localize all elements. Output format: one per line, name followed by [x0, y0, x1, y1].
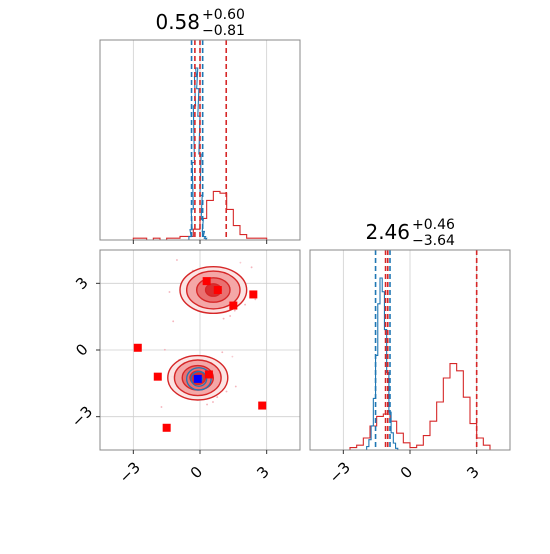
sample-dot	[160, 406, 163, 408]
titles: 0.58 +0.60−0.81 2.46 +0.46−3.64	[155, 7, 455, 249]
sample-dot	[244, 303, 246, 306]
title-value: 0.58	[155, 10, 200, 34]
title-param1: 0.58 +0.60−0.81	[155, 7, 244, 39]
sample-dot	[234, 385, 237, 388]
hist-param2-blue	[364, 277, 400, 451]
x-tick-label: 3	[253, 463, 272, 482]
x-tick-label: 0	[187, 463, 206, 482]
title-minus: −3.64	[412, 233, 455, 249]
title-minus: −0.81	[202, 23, 245, 39]
hist-param1-blue	[186, 67, 208, 241]
red-square-point	[229, 301, 238, 310]
red-square-point	[213, 286, 222, 294]
sample-dot	[163, 348, 166, 351]
title-value: 2.46	[365, 220, 410, 244]
hist-param2-red	[343, 363, 491, 451]
red-square-point	[153, 372, 162, 381]
sample-dot	[225, 390, 228, 393]
hist-param2-panel: −3 0 3	[309, 249, 511, 487]
y-tick-label: 3	[72, 274, 91, 293]
sample-dot	[254, 298, 257, 301]
sample-dot	[206, 403, 208, 406]
sample-dot	[250, 266, 253, 269]
y-tick-label: 0	[72, 340, 91, 359]
sample-dot	[212, 401, 214, 403]
x-tick-label: −3	[116, 458, 144, 486]
red-square-point	[162, 423, 171, 432]
sample-dot	[231, 355, 234, 358]
sample-dot	[222, 317, 225, 320]
blue-contour	[186, 367, 212, 391]
red-square-point	[258, 401, 267, 410]
title-param2: 2.46 +0.46−3.64	[365, 217, 455, 249]
sample-dot	[239, 261, 242, 264]
red-square-point	[249, 290, 258, 299]
x-tick-label: 3	[463, 463, 482, 482]
title-plus: +0.46	[412, 217, 455, 233]
title-plus: +0.60	[202, 7, 245, 23]
x-tick-label: −3	[326, 458, 354, 486]
sample-dot	[221, 351, 224, 354]
red-square-point	[133, 343, 142, 352]
blue-contour	[190, 370, 208, 387]
sample-dot	[168, 291, 171, 293]
sample-dot	[233, 309, 236, 312]
sample-dot	[229, 315, 232, 317]
red-square-point	[202, 277, 211, 286]
x-tick-label: 0	[397, 463, 416, 482]
hist-param1-panel	[99, 39, 301, 244]
y-tick-label: −3	[68, 402, 96, 430]
joint-panel: −3 0 3 −3 0 3	[68, 249, 301, 487]
sample-dot	[176, 259, 178, 261]
sample-dot	[216, 396, 219, 398]
sample-dot	[172, 320, 175, 323]
blue-square-point	[193, 374, 202, 383]
red-square-point	[204, 370, 213, 379]
